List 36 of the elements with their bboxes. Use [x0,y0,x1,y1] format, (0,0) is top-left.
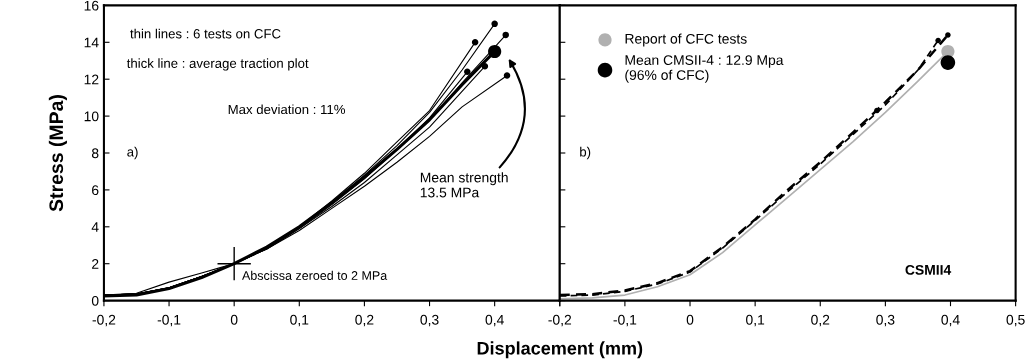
annotation: thick line : average traction plot [126,58,309,71]
annotation: b) [580,146,591,160]
annotation: a) [127,146,138,160]
x-tick-label: 0,2 [811,314,830,327]
x-tick-label: 0,5 [1006,314,1025,327]
y-tick-label: 12 [84,74,99,85]
x-tick-label: 0 [230,314,238,325]
y-tick-label: 10 [84,111,99,122]
y-tick-label: 16 [84,0,99,11]
annotation: CSMII4 [905,264,952,275]
x-axis-title: Displacement (mm) [477,341,643,359]
y-tick-label: 4 [91,222,99,232]
x-tick-label: 0,1 [746,314,765,327]
y-tick-label: 2 [92,259,99,269]
annotation: Abscissa zeroed to 2 MPa [242,270,388,280]
legend-label: Mean CMSII-4 : 12.9 Mpa (96% of CFC) [625,55,784,83]
y-tick-label: 6 [92,185,99,196]
x-tick-label: 0,2 [355,314,374,327]
x-tick-label: -0,2 [92,314,116,327]
x-tick-label: 0,3 [876,314,895,327]
y-axis-title: Stress (MPa) [48,95,67,212]
x-tick-label: -0,1 [157,314,181,327]
x-tick-label: 0,4 [941,314,960,327]
x-tick-label: 0,3 [420,314,439,327]
x-tick-label: -0,2 [548,314,572,327]
y-tick-label: 8 [91,148,99,159]
x-tick-label: 0,4 [485,314,504,327]
y-tick-label: 14 [84,37,99,48]
legend-label: Report of CFC tests [625,33,747,47]
annotation: thin lines : 6 tests on CFC [130,28,281,39]
x-tick-label: 0 [686,314,694,325]
annotation: Max deviation : 11% [228,104,346,115]
y-tick-label: 0 [91,295,99,306]
x-tick-label: -0,1 [613,314,637,327]
x-tick-label: 0,1 [290,314,309,327]
annotation: Mean strength 13.5 MPa [420,172,508,198]
